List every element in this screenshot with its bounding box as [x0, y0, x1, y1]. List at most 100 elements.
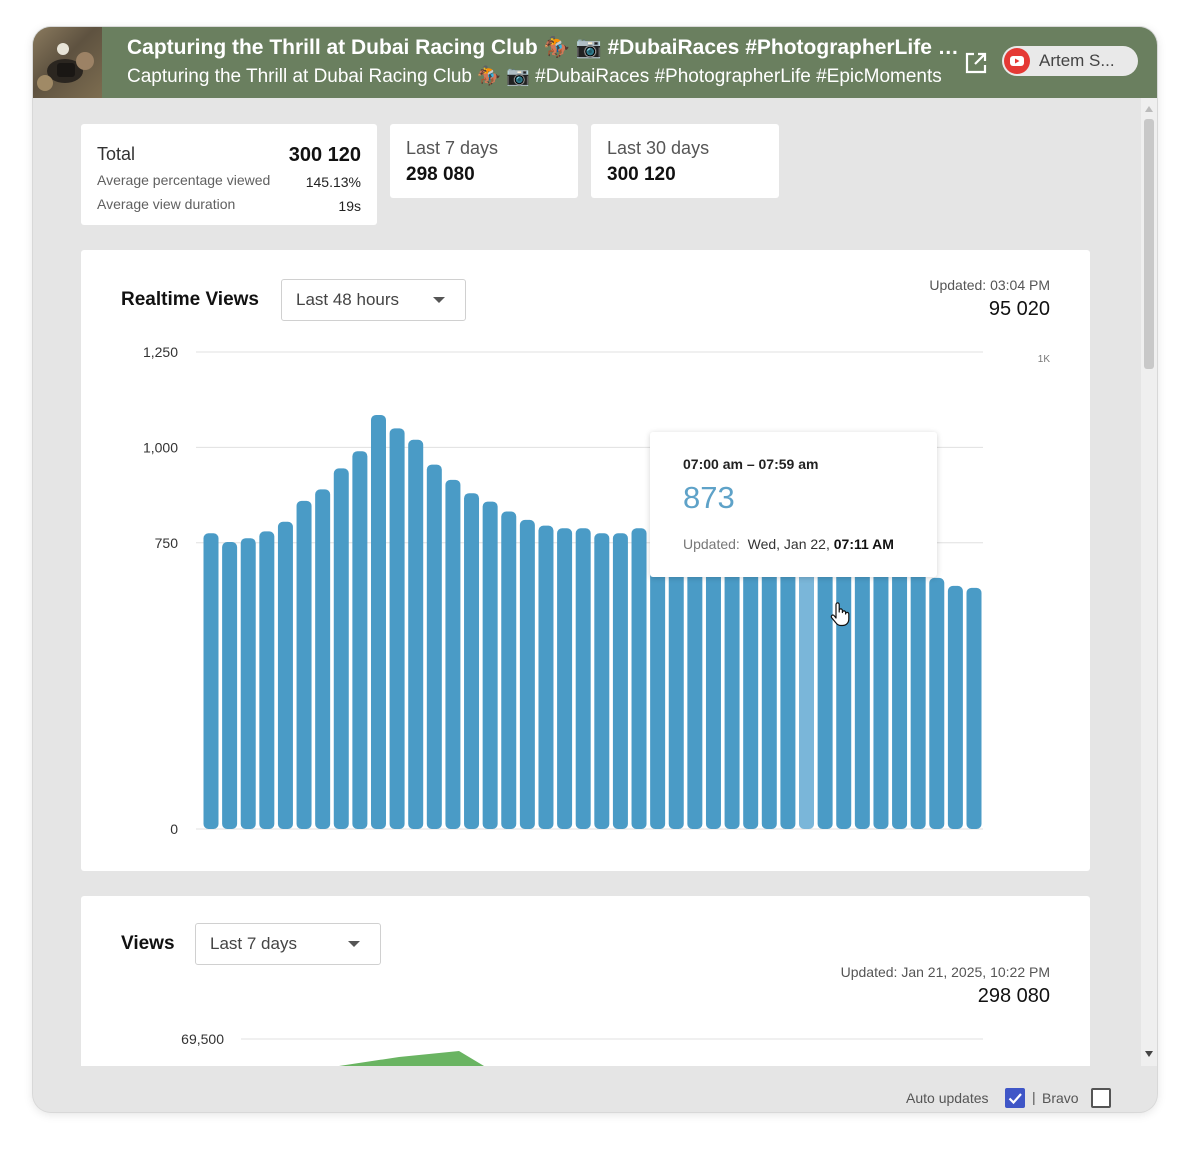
realtime-bar-chart: 0 750 1,000 1,250 1K [143, 344, 1051, 837]
avg-duration-value: 19s [338, 198, 361, 214]
bar [892, 563, 908, 829]
bar [445, 479, 461, 829]
scroll-up-arrow-icon[interactable] [1145, 106, 1153, 112]
main-content: Total 300 120 Average percentage viewed … [33, 98, 1141, 1066]
bar [724, 528, 740, 829]
bar [705, 531, 721, 829]
analytics-window: Capturing the Thrill at Dubai Racing Clu… [33, 27, 1157, 1112]
tooltip-time-range: 07:00 am – 07:59 am [683, 456, 819, 472]
views-range-dropdown[interactable]: Last 7 days [195, 923, 381, 965]
bar [557, 528, 573, 829]
account-name: Artem S... [1039, 51, 1115, 70]
bar [910, 570, 926, 829]
bar [352, 451, 368, 829]
views-updated-value: 298 080 [977, 985, 1050, 1007]
views-range-value: Last 7 days [210, 934, 297, 953]
bar [203, 533, 219, 829]
scrollbar-thumb[interactable] [1144, 119, 1154, 369]
tooltip-updated-time: 07:11 AM [833, 536, 894, 552]
dropdown-arrow-icon [433, 297, 445, 303]
views-card: Views Last 7 days Updated: Jan 21, 2025,… [81, 896, 1090, 1066]
hand-cursor-icon [830, 601, 850, 627]
bar [873, 554, 889, 829]
bar [426, 464, 442, 829]
account-chip[interactable]: Artem S... [1002, 46, 1138, 76]
bar [370, 414, 386, 829]
open-external-icon[interactable] [963, 50, 989, 76]
y-tick-label: 750 [155, 535, 179, 551]
avg-percentage-label: Average percentage viewed [97, 172, 271, 188]
last-7-days-value: 298 080 [406, 164, 475, 185]
video-thumbnail[interactable] [33, 27, 102, 98]
bar [947, 585, 963, 829]
bar [519, 519, 535, 829]
auto-updates-label: Auto updates [906, 1090, 989, 1106]
bar [575, 528, 591, 829]
last-30-days-value: 300 120 [607, 164, 676, 185]
tooltip-updated: Updated: Wed, Jan 22, 07:11 AM [683, 536, 894, 552]
last-30-days-label: Last 30 days [607, 138, 710, 158]
video-subtitle: Capturing the Thrill at Dubai Racing Clu… [127, 66, 942, 87]
realtime-views-title: Realtime Views [121, 289, 260, 310]
bravo-label: Bravo [1042, 1090, 1079, 1106]
bar [780, 512, 796, 829]
bar [612, 533, 628, 829]
bar [333, 468, 349, 829]
realtime-updated-value: 95 020 [988, 298, 1050, 320]
tooltip-updated-prefix: Updated: [683, 536, 740, 552]
tooltip-updated-date: Wed, Jan 22, [747, 536, 830, 552]
right-axis-label: 1K [1038, 354, 1051, 365]
bar [650, 521, 666, 829]
last-7-days-label: Last 7 days [406, 138, 499, 158]
realtime-updated-label: Updated: 03:04 PM [929, 277, 1050, 293]
bar [817, 525, 833, 829]
bar [854, 544, 870, 829]
chart-tooltip: 07:00 am – 07:59 am 873 Updated: Wed, Ja… [650, 432, 937, 577]
bar [836, 537, 852, 829]
bar [408, 439, 424, 829]
bravo-checkbox[interactable] [1091, 1088, 1111, 1108]
bar [743, 527, 759, 829]
video-header: Capturing the Thrill at Dubai Racing Clu… [33, 27, 1157, 98]
avg-percentage-value: 145.13% [305, 174, 361, 190]
footer-bar: Auto updates | Bravo [33, 1066, 1157, 1112]
bar [687, 531, 703, 829]
auto-updates-checkbox[interactable] [1005, 1088, 1025, 1108]
video-title: Capturing the Thrill at Dubai Racing Clu… [127, 36, 962, 59]
realtime-views-card: Realtime Views Last 48 hours Updated: 03… [81, 250, 1090, 871]
bar [538, 525, 554, 829]
bar [240, 538, 256, 829]
bar [799, 495, 815, 829]
bar [631, 528, 647, 829]
y-tick-label: 69,500 [181, 1031, 224, 1047]
last-30-days-card: Last 30 days 300 120 [591, 124, 779, 198]
bar [594, 533, 610, 829]
bar [222, 542, 238, 829]
realtime-range-value: Last 48 hours [296, 290, 400, 309]
bar [259, 531, 275, 829]
last-7-days-card: Last 7 days 298 080 [390, 124, 578, 198]
bar [501, 511, 517, 829]
views-title: Views [121, 933, 175, 954]
bar [482, 501, 498, 829]
bar [668, 528, 684, 829]
bar [761, 519, 777, 829]
y-tick-label: 1,250 [143, 344, 178, 360]
realtime-range-dropdown[interactable]: Last 48 hours [281, 279, 466, 321]
bar [966, 587, 982, 829]
y-tick-label: 1,000 [143, 439, 178, 455]
bar [315, 489, 331, 829]
bar [296, 500, 312, 829]
bar [277, 521, 293, 829]
bar [389, 428, 405, 829]
footer-separator: | [1032, 1089, 1036, 1105]
avg-duration-label: Average view duration [97, 196, 236, 212]
bar [929, 577, 945, 829]
dropdown-arrow-icon [348, 941, 360, 947]
total-stat-card: Total 300 120 Average percentage viewed … [81, 124, 377, 225]
youtube-icon [1004, 48, 1030, 74]
total-value: 300 120 [288, 144, 361, 166]
scroll-down-arrow-icon[interactable] [1145, 1051, 1153, 1057]
bar [464, 493, 480, 829]
tooltip-value: 873 [683, 480, 735, 515]
